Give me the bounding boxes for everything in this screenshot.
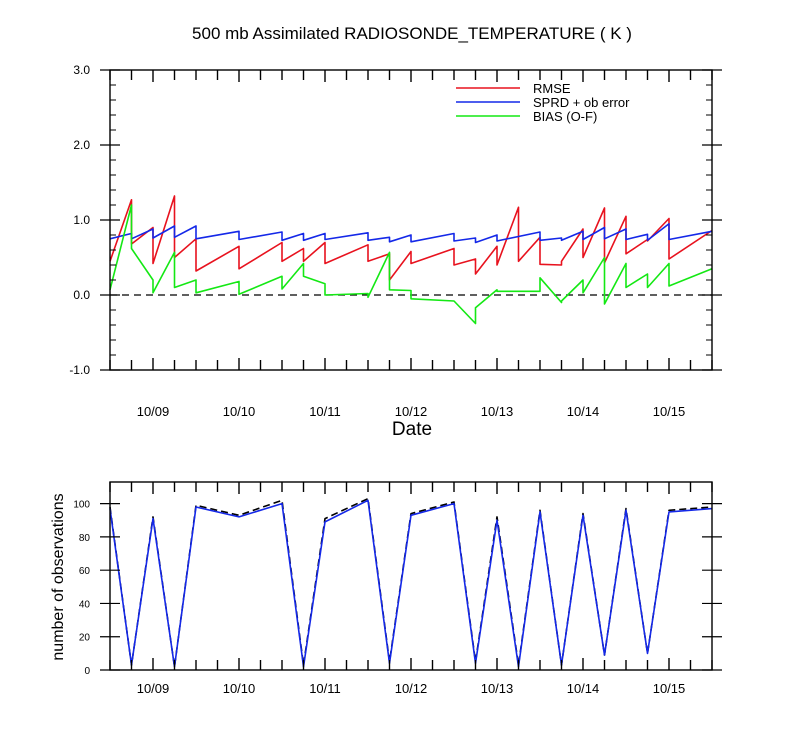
top-y-tick-label-1-0: -1.0 <box>69 363 90 377</box>
legend-label-bias-o-f: BIAS (O-F) <box>533 109 597 124</box>
top-x-tick-label-10-10: 10/10 <box>223 404 256 419</box>
top-x-tick-label-10-14: 10/14 <box>567 404 600 419</box>
bottom-x-tick-label-10-14: 10/14 <box>567 681 600 696</box>
bottom-x-tick-label-10-15: 10/15 <box>653 681 686 696</box>
top-series-layer <box>109 195 713 325</box>
bottom-axes: 10/09 10/10 10/11 10/12 10/13 10/14 10/15 0 20 40… <box>73 482 722 696</box>
bottom-x-tick-label-10-11: 10/11 <box>309 681 341 696</box>
top-x-tick-label-10-09: 10/09 <box>137 404 170 419</box>
bottom-series-total-dashed <box>109 497 713 668</box>
top-y-tick-label-0-0: 0.0 <box>73 288 90 302</box>
top-x-tick-label-10-15: 10/15 <box>653 404 686 419</box>
legend-label-sprd-ob-error: SPRD + ob error <box>533 95 630 110</box>
bottom-series-layer <box>109 497 713 668</box>
top-x-axis-label: Date <box>392 419 432 440</box>
bottom-y-tick-label-80: 80 <box>79 533 91 544</box>
top-series-sprd-ob-error <box>109 223 713 244</box>
bottom-x-tick-label-10-10: 10/10 <box>223 681 256 696</box>
bottom-y-tick-label-60: 60 <box>79 566 91 577</box>
bottom-y-tick-label-100: 100 <box>73 500 90 511</box>
top-panel: 500 mb Assimilated RADIOSONDE_TEMPERATUR… <box>69 24 722 440</box>
legend-label-rmse: RMSE <box>533 81 571 96</box>
top-plot-frame <box>109 69 713 371</box>
bottom-x-tick-label-10-12: 10/12 <box>395 681 428 696</box>
bottom-x-tick-label-10-09: 10/09 <box>137 681 170 696</box>
bottom-y-tick-label-40: 40 <box>79 599 91 610</box>
bottom-y-tick-label-20: 20 <box>79 633 91 644</box>
top-x-tick-label-10-12: 10/12 <box>395 404 428 419</box>
bottom-y-tick-label-0: 0 <box>84 666 90 677</box>
top-chart-title: 500 mb Assimilated RADIOSONDE_TEMPERATUR… <box>192 24 632 43</box>
top-axes: 10/09 10/10 10/11 10/12 10/13 10/14 10/15 3.0 2.… <box>69 63 722 419</box>
top-x-tick-label-10-11: 10/11 <box>309 404 341 419</box>
top-y-tick-label-3-0: 3.0 <box>73 63 90 77</box>
bottom-y-axis-label: number of observations <box>50 493 67 660</box>
bottom-panel: 10/09 10/10 10/11 10/12 10/13 10/14 10/15 0 20 40… <box>50 481 722 696</box>
top-y-tick-label-2-0: 2.0 <box>73 138 90 152</box>
top-y-tick-label-1-0: 1.0 <box>73 213 90 227</box>
bottom-x-tick-label-10-13: 10/13 <box>481 681 514 696</box>
top-x-tick-label-10-13: 10/13 <box>481 404 514 419</box>
bottom-plot-frame <box>109 481 713 671</box>
top-series-bias-o-f <box>109 204 713 325</box>
bottom-series-assimilated <box>109 499 713 668</box>
